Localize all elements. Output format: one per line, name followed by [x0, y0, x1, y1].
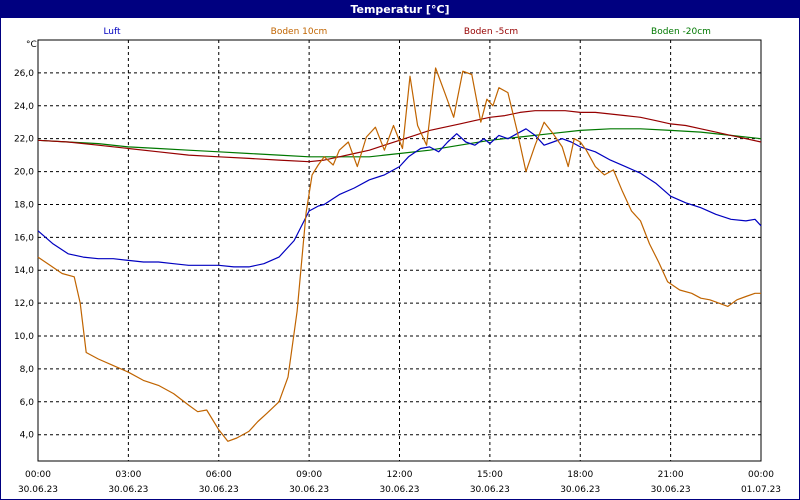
x-tick-date: 30.06.23 [199, 485, 239, 495]
y-tick-label: 16,0 [14, 233, 34, 243]
y-tick-label: 12,0 [14, 299, 34, 309]
x-tick-time: 00:00 [25, 470, 51, 480]
x-tick-time: 03:00 [115, 470, 141, 480]
legend-entry: Boden -20cm [651, 27, 711, 37]
y-tick-label: 4,0 [20, 431, 35, 441]
x-tick-time: 15:00 [477, 470, 503, 480]
x-tick-time: 09:00 [296, 470, 322, 480]
y-tick-label: 22,0 [14, 135, 34, 145]
series-line-1 [37, 67, 761, 442]
x-tick-date: 30.06.23 [560, 485, 600, 495]
legend-entry: Luft [103, 27, 121, 37]
series-line-0 [37, 128, 762, 268]
x-tick-date: 30.06.23 [651, 485, 691, 495]
y-tick-label: 18,0 [14, 200, 34, 210]
y-tick-label: 10,0 [14, 332, 34, 342]
x-tick-time: 12:00 [387, 470, 413, 480]
legend-entry: Boden 10cm [271, 27, 328, 37]
window-title: Temperatur [°C] [1, 1, 799, 18]
x-tick-date: 30.06.23 [289, 485, 329, 495]
legend-entry: Boden -5cm [464, 27, 518, 37]
y-tick-label: 24,0 [14, 102, 34, 112]
x-tick-date: 30.06.23 [470, 485, 510, 495]
x-tick-time: 06:00 [206, 470, 232, 480]
series-line-2 [37, 110, 762, 163]
x-tick-date: 30.06.23 [108, 485, 148, 495]
y-tick-label: 20,0 [14, 168, 34, 178]
x-tick-date: 01.07.23 [741, 485, 781, 495]
x-tick-labels: 00:00 30.06.23 03:00 30.06.23 06:00 30.06.23 0… [18, 470, 781, 495]
y-tick-labels: 4,0 6,0 8,0 10,0 12,0 14,0 16,0 18,0 20,0 22,0 24,… [14, 69, 34, 441]
legend: Luft Boden 10cm Boden -5cm Boden -20cm [103, 27, 711, 37]
grid-lines [38, 40, 761, 461]
y-tick-label: 6,0 [20, 398, 35, 408]
x-tick-time: 18:00 [567, 470, 593, 480]
y-tick-label: 26,0 [14, 69, 34, 79]
series-line-3 [37, 128, 762, 158]
x-tick-date: 30.06.23 [379, 485, 419, 495]
y-tick-label: 14,0 [14, 266, 34, 276]
series-lines [37, 67, 762, 442]
y-axis-unit: °C [26, 40, 37, 50]
x-tick-time: 21:00 [658, 470, 684, 480]
x-tick-date: 30.06.23 [18, 485, 58, 495]
y-tick-label: 8,0 [20, 365, 35, 375]
x-tick-time: 00:00 [748, 470, 774, 480]
